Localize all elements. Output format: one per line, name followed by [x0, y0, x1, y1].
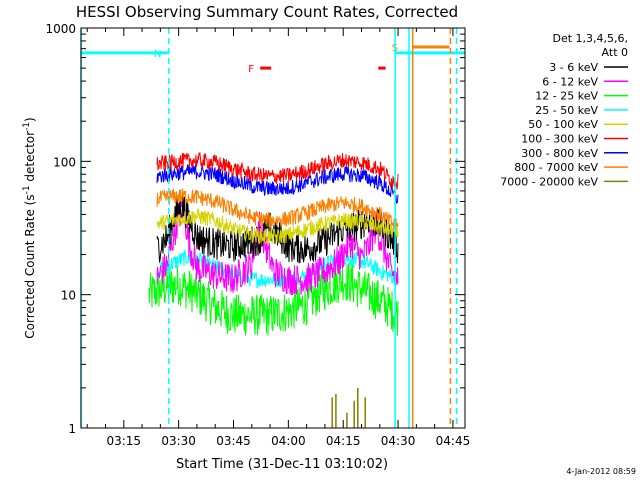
chart-title: HESSI Observing Summary Count Rates, Cor…: [76, 3, 458, 21]
x-tick-label: 04:15: [326, 434, 361, 448]
legend-label: 300 - 800 keV: [521, 147, 598, 160]
y-axis-label-part1: Corrected Count Rate (s: [23, 194, 37, 338]
legend-label: 100 - 300 keV: [521, 133, 598, 146]
y-axis: 1 10 100 1000: [45, 22, 465, 436]
timestamp: 4-Jan-2012 08:59: [566, 467, 636, 476]
y-tick-label: 1: [68, 422, 76, 436]
legend-label: 6 - 12 keV: [542, 75, 598, 88]
series-line-6-12-kev: [156, 198, 399, 296]
flags-layer: NSF: [81, 43, 465, 75]
series-line-50-100-kev: [156, 208, 399, 246]
flag-label-f: F: [248, 64, 254, 75]
legend-header-line1: Det 1,3,4,5,6,: [552, 32, 628, 45]
y-tick-label: 10: [61, 289, 76, 303]
legend-label: 25 - 50 keV: [535, 104, 598, 117]
y-axis-label: Corrected Count Rate (s-1 detector-1): [22, 117, 37, 338]
legend-header-line2: Att 0: [602, 46, 628, 59]
flag-label-n: N: [154, 49, 161, 60]
y-axis-label-sup2: -1: [22, 122, 32, 131]
y-tick-label: 100: [53, 155, 76, 169]
x-axis-label: Start Time (31-Dec-11 03:10:02): [176, 457, 388, 472]
x-tick-label: 04:00: [271, 434, 306, 448]
x-tick-label: 03:15: [106, 434, 141, 448]
x-axis: 03:15 03:30 03:45 04:00 04:15 04:30 04:45: [86, 28, 471, 448]
legend-label: 3 - 6 keV: [549, 61, 598, 74]
y-axis-label-sup1: -1: [22, 185, 32, 194]
legend-label: 12 - 25 keV: [535, 90, 598, 103]
legend-label: 800 - 7000 keV: [514, 161, 598, 174]
x-tick-label: 03:45: [216, 434, 251, 448]
series-line-300-800-kev: [156, 164, 399, 204]
x-tick-label: 04:30: [381, 434, 416, 448]
series-line-12-25-kev: [148, 263, 399, 336]
series-line-800-7000-kev: [156, 188, 399, 231]
series-layer: [148, 151, 399, 428]
legend-label: 50 - 100 keV: [528, 118, 598, 131]
legend-label: 7000 - 20000 keV: [500, 175, 598, 188]
x-tick-label: 04:45: [436, 434, 471, 448]
y-tick-label: 1000: [45, 22, 76, 36]
series-line-100-300-kev: [156, 151, 399, 190]
plot-frame: [80, 27, 466, 429]
x-tick-label: 03:30: [161, 434, 196, 448]
y-axis-label-part3: ): [23, 117, 37, 122]
y-axis-label-part2: detector: [23, 131, 37, 186]
